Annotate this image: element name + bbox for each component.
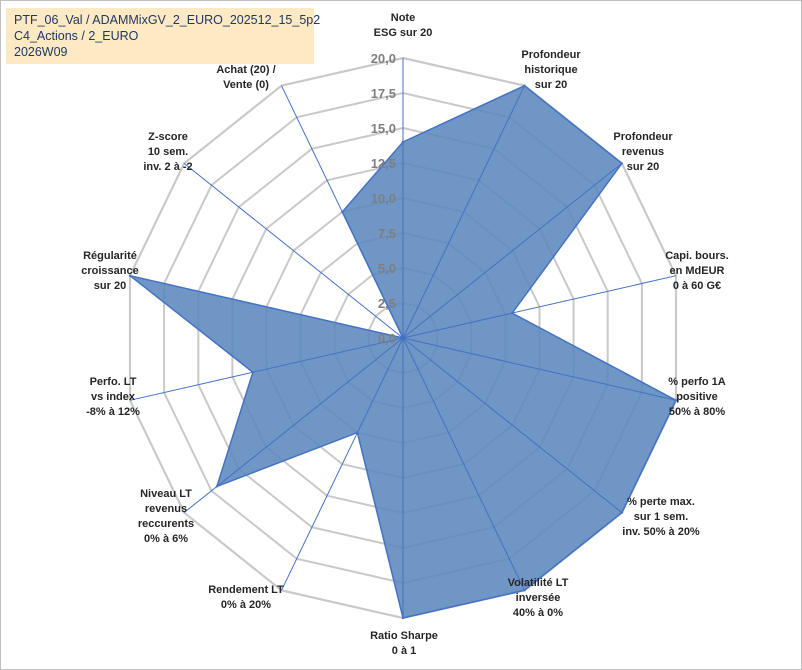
radar-axis-labels: Note ESG sur 20 Profondeur historique sur 20… <box>81 12 729 657</box>
axis-spoke-8 <box>281 337 404 591</box>
axis-label-4-line-1: positive <box>676 391 718 403</box>
axis-label-3-line-2: 0 à 60 G€ <box>673 280 721 292</box>
axis-label-5-line-2: inv. 50% à 20% <box>622 526 700 538</box>
axis-label-13-line-2: Vente (0) <box>223 79 269 91</box>
axis-label-10: Perfo. LT vs index -8% à 12% <box>86 376 140 418</box>
axis-label-9-line-1: revenus <box>145 503 187 515</box>
axis-label-0: Note ESG sur 20 <box>374 12 433 39</box>
axis-label-9-line-2: reccurents <box>138 518 194 530</box>
radar-spokes <box>129 58 677 618</box>
axis-spoke-9 <box>183 337 404 513</box>
axis-label-6-line-2: 40% à 0% <box>513 607 563 619</box>
axis-spoke-12 <box>183 163 404 339</box>
axis-spoke-1 <box>402 85 525 339</box>
tick-label-0: 0,0 <box>378 331 396 346</box>
axis-spoke-6 <box>402 337 525 591</box>
axis-label-2-line-0: Profondeur <box>613 131 673 143</box>
axis-label-10-line-0: Perfo. LT <box>90 376 137 388</box>
axis-label-11-line-1: croissance <box>81 265 138 277</box>
axis-spoke-5 <box>402 337 623 513</box>
axis-spoke-3 <box>402 275 677 339</box>
tick-label-7: 17,5 <box>371 86 396 101</box>
axis-label-12-line-1: 10 sem. <box>148 146 188 158</box>
chart-title-box: PTF_06_Val / ADAMMixGV_2_EURO_202512_15_… <box>6 8 321 64</box>
tick-label-3: 7,5 <box>378 226 396 241</box>
radar-tick-labels: 0,0 2,5 5,0 7,5 10,0 12,5 15,0 17,5 20,0 <box>371 51 396 346</box>
tick-label-1: 2,5 <box>378 296 396 311</box>
axis-label-5-line-0: % perte max. <box>627 496 695 508</box>
axis-spoke-10 <box>129 337 404 401</box>
tick-label-4: 10,0 <box>371 191 396 206</box>
axis-label-9-line-0: Niveau LT <box>140 488 192 500</box>
chart-title-line-3: 2026W09 <box>14 45 68 59</box>
axis-label-6-line-0: Volatilité LT <box>508 577 569 589</box>
axis-label-8: Rendement LT 0% à 20% <box>208 584 284 611</box>
axis-label-2-line-2: sur 20 <box>627 161 659 173</box>
axis-label-11: Régularité croissance sur 20 <box>81 250 138 292</box>
axis-label-8-line-1: 0% à 20% <box>221 599 271 611</box>
axis-label-5-line-1: sur 1 sem. <box>634 511 688 523</box>
axis-label-5: % perte max. sur 1 sem. inv. 50% à 20% <box>622 496 700 538</box>
axis-label-13-line-1: Achat (20) / <box>216 64 275 76</box>
axis-label-12-line-2: inv. 2 à -2 <box>143 161 192 173</box>
axis-label-8-line-0: Rendement LT <box>208 584 284 596</box>
axis-spoke-11 <box>129 275 404 339</box>
axis-label-1-line-2: sur 20 <box>535 79 567 91</box>
axis-label-2-line-1: revenus <box>622 146 664 158</box>
axis-spoke-13 <box>281 85 404 339</box>
axis-label-0-line-0: Note <box>391 12 415 24</box>
axis-label-1-line-0: Profondeur <box>521 49 581 61</box>
chart-title-line-2: C4_Actions / 2_EURO <box>14 29 139 43</box>
chart-title-line-1: PTF_06_Val / ADAMMixGV_2_EURO_202512_15_… <box>14 13 321 27</box>
axis-label-4: % perfo 1A positive 50% à 80% <box>668 376 726 418</box>
axis-label-1: Profondeur historique sur 20 <box>521 49 581 91</box>
axis-label-11-line-0: Régularité <box>83 250 137 262</box>
axis-label-6: Volatilité LT inversée 40% à 0% <box>508 577 569 619</box>
axis-label-2: Profondeur revenus sur 20 <box>613 131 673 173</box>
axis-label-3-line-1: en MdEUR <box>670 265 725 277</box>
axis-label-9-line-3: 0% à 6% <box>144 533 188 545</box>
axis-label-7-line-0: Ratio Sharpe <box>370 630 438 642</box>
axis-label-12: Z-score 10 sem. inv. 2 à -2 <box>143 131 192 173</box>
axis-label-3: Capi. bours. en MdEUR 0 à 60 G€ <box>665 250 729 292</box>
axis-spoke-2 <box>402 163 623 339</box>
axis-label-7: Ratio Sharpe 0 à 1 <box>370 630 438 657</box>
axis-label-6-line-1: inversée <box>516 592 561 604</box>
axis-spoke-4 <box>402 337 677 401</box>
axis-label-11-line-2: sur 20 <box>94 280 126 292</box>
tick-label-6: 15,0 <box>371 121 396 136</box>
axis-label-9: Niveau LT revenus reccurents 0% à 6% <box>138 488 194 545</box>
axis-label-0-line-1: ESG sur 20 <box>374 27 433 39</box>
axis-label-4-line-2: 50% à 80% <box>669 406 725 418</box>
tick-label-5: 12,5 <box>371 156 396 171</box>
axis-label-10-line-2: -8% à 12% <box>86 406 140 418</box>
axis-label-3-line-0: Capi. bours. <box>665 250 729 262</box>
tick-label-2: 5,0 <box>378 261 396 276</box>
axis-label-12-line-0: Z-score <box>148 131 188 143</box>
axis-label-10-line-1: vs index <box>91 391 136 403</box>
tick-label-8: 20,0 <box>371 51 396 66</box>
axis-label-7-line-1: 0 à 1 <box>392 645 416 657</box>
axis-label-1-line-1: historique <box>524 64 577 76</box>
axis-label-4-line-0: % perfo 1A <box>668 376 726 388</box>
